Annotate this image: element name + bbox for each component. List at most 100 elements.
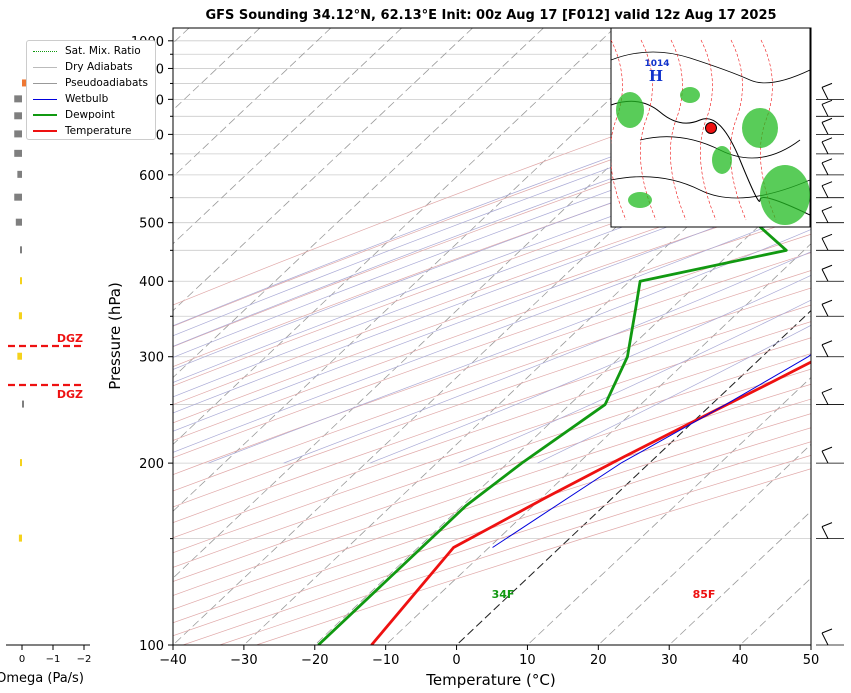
inset-border-line [611, 51, 810, 84]
surface-dewpoint-label: 34F [492, 588, 515, 601]
omega-bar [18, 534, 22, 542]
legend-swatch-dewpoint [33, 114, 57, 116]
dgz-label-upper: DGZ [57, 332, 83, 345]
omega-tick-label: 0 [19, 654, 25, 665]
inset-contour [670, 39, 687, 221]
dgz-label-lower: DGZ [57, 388, 83, 401]
dry-adiabat [173, 337, 811, 554]
x-tick-label: 50 [803, 653, 820, 668]
dry-adiabat [173, 111, 811, 348]
legend-item-dry-adiabats: Dry Adiabats [33, 59, 133, 75]
inset-contour [700, 39, 717, 221]
isotherm-line [173, 28, 402, 245]
omega-bar [20, 459, 22, 467]
wind-barb [821, 206, 833, 223]
series-temperature [370, 360, 811, 645]
legend-swatch-temperature [33, 130, 57, 132]
omega-bar [17, 170, 22, 178]
inset-precip-area [628, 192, 652, 208]
wind-barb [821, 158, 833, 176]
legend-item-pseudoadiabats: Pseudoadiabats [33, 75, 148, 91]
wind-barb [821, 388, 833, 405]
dry-adiabat [173, 195, 811, 424]
omega-bar [22, 400, 24, 408]
omega-bar [17, 352, 22, 360]
wind-barbs [816, 82, 844, 646]
omega-bar [14, 95, 22, 103]
pseudoadiabat [283, 251, 811, 464]
sounding-location-marker [705, 122, 717, 134]
wind-barb [821, 522, 833, 539]
legend: Sat. Mix. Ratio Dry Adiabats Pseudoadiab… [26, 40, 156, 140]
inset-contour [640, 39, 657, 221]
legend-swatch-mixing-ratio [33, 50, 57, 52]
surface-temperature-label: 85F [693, 588, 716, 601]
y-tick-label: 500 [139, 217, 164, 232]
inset-precip-area [712, 146, 732, 174]
wind-barb [821, 233, 833, 251]
y-tick-label: 100 [139, 639, 164, 654]
inset-precip-area [760, 165, 810, 225]
wind-barb [821, 299, 833, 317]
chart-title: GFS Sounding 34.12°N, 62.13°E Init: 00z … [205, 8, 776, 23]
omega-axis-title: Omega (Pa/s) [0, 671, 84, 686]
inset-precip-area [742, 108, 778, 148]
freezing-isotherm [456, 309, 811, 645]
mixing-ratio-line [843, 28, 851, 223]
series-layer [317, 211, 811, 645]
legend-label-dewpoint: Dewpoint [65, 109, 115, 121]
x-tick-label: −10 [372, 653, 399, 668]
x-tick-label: −30 [230, 653, 257, 668]
dry-adiabat [173, 270, 811, 492]
isotherm-line [173, 28, 473, 312]
plot-frame [172, 27, 812, 646]
wind-barb [821, 181, 833, 198]
legend-label-wetbulb: Wetbulb [65, 93, 109, 105]
dry-adiabat [173, 214, 811, 441]
inset-high-marker: H [649, 67, 663, 85]
y-tick-label: 300 [139, 351, 164, 366]
omega-bar [14, 112, 22, 120]
y-tick-label: 400 [139, 275, 164, 290]
x-tick-label: 30 [661, 653, 678, 668]
dry-adiabat [173, 353, 811, 568]
pseudoadiabat [173, 208, 811, 453]
inset-contour [611, 39, 627, 221]
wind-barb [821, 340, 833, 357]
y-axis-title: Pressure (hPa) [106, 282, 124, 390]
omega-tick-label: −2 [77, 654, 92, 665]
pseudoadiabat [173, 189, 811, 432]
dry-adiabat [173, 321, 811, 539]
dry-adiabat [173, 304, 811, 523]
omega-bar [18, 312, 22, 320]
x-tick-label: −40 [159, 653, 186, 668]
dry-adiabat [173, 368, 811, 582]
inset-precip-area [680, 87, 700, 103]
isotherm-line [173, 28, 332, 178]
x-tick-label: 20 [590, 653, 607, 668]
series-dewpoint [317, 211, 811, 645]
wind-barb [821, 99, 833, 117]
dry-adiabat [173, 233, 811, 459]
omega-bar [14, 130, 22, 138]
wind-barb [821, 82, 833, 100]
isotherm-line [527, 376, 811, 645]
isotherm-line [173, 28, 544, 379]
pseudoadiabat [173, 84, 811, 327]
inset-high-value: 1014 [644, 59, 669, 69]
x-tick-label: 40 [732, 653, 749, 668]
pseudoadiabat [173, 172, 811, 414]
wind-barb [821, 628, 833, 646]
x-tick-label: −20 [301, 653, 328, 668]
dry-adiabat [173, 252, 811, 475]
inset-contour [730, 39, 747, 221]
omega-bar [14, 149, 22, 157]
omega-bar [20, 277, 22, 285]
wind-barb [821, 117, 833, 135]
legend-label-dry-adiabats: Dry Adiabats [65, 61, 133, 73]
isotherm-line [173, 28, 686, 512]
wind-barb [821, 446, 833, 464]
isotherm-line [810, 644, 811, 645]
legend-label-mixing-ratio: Sat. Mix. Ratio [65, 45, 141, 57]
y-tick-label: 200 [139, 457, 164, 472]
